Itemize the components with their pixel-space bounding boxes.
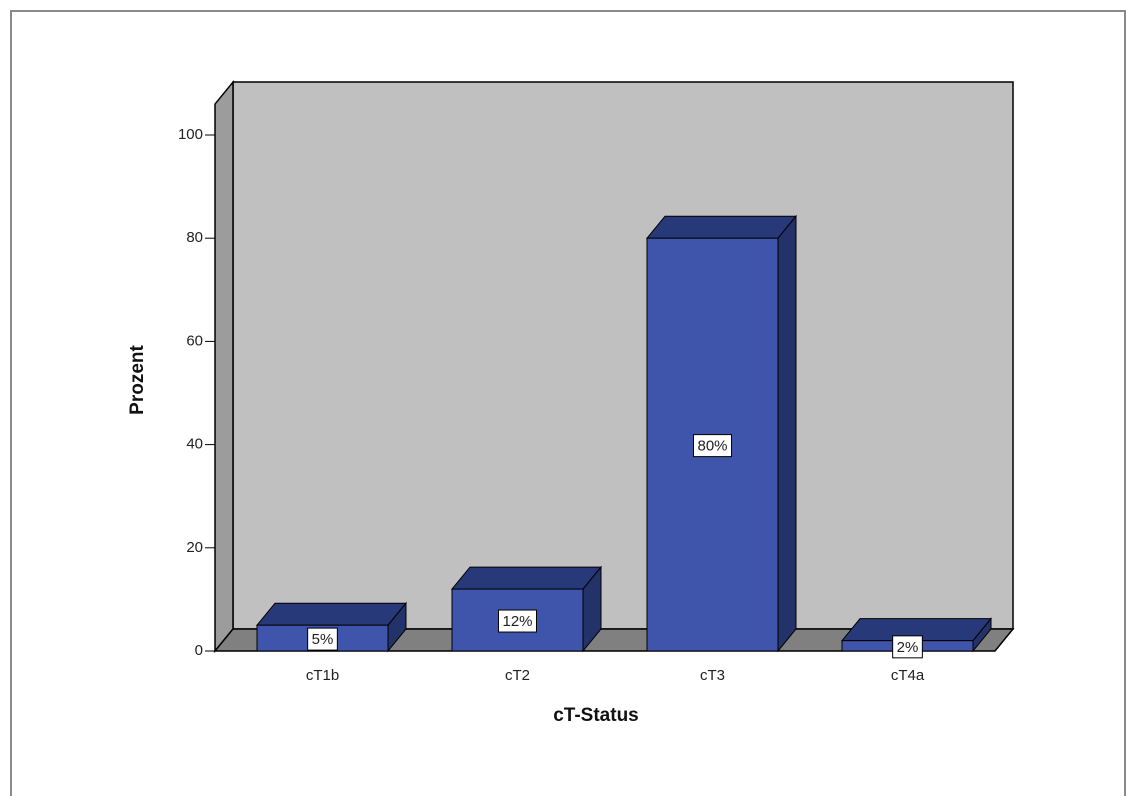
y-tick-label: 40 [186, 436, 203, 453]
bar-top [255, 602, 408, 626]
plot-area: 0 20 40 60 80 100 5% cT1b 12% cT2 80% cT3 2% cT4a [178, 79, 1015, 684]
x-tick-label: cT1b [306, 667, 339, 684]
back-wall [232, 81, 1014, 630]
y-tick-label: 0 [195, 642, 203, 659]
bar-top [450, 566, 603, 590]
y-tick-label: 80 [186, 229, 203, 246]
y-tick-label: 60 [186, 332, 203, 349]
x-tick-label: cT2 [505, 667, 530, 684]
value-label: 80% [697, 438, 727, 455]
frame [10, 10, 1126, 796]
bar-top [645, 215, 798, 239]
y-tick-label: 20 [186, 539, 203, 556]
value-label: 5% [312, 631, 334, 648]
value-label-box [892, 635, 923, 659]
value-label-box [692, 434, 733, 458]
y-tick-label: 100 [178, 126, 203, 143]
value-label: 2% [897, 639, 919, 656]
value-label: 12% [502, 613, 532, 630]
y-axis-title: Prozent [127, 344, 148, 414]
x-axis-title: cT-Status [553, 705, 639, 726]
x-tick-label: cT3 [700, 667, 725, 684]
value-label-box [497, 609, 538, 633]
side-wall [214, 79, 234, 654]
value-label-box [307, 627, 338, 651]
bar-side [777, 214, 797, 653]
x-tick-label: cT4a [891, 667, 925, 684]
